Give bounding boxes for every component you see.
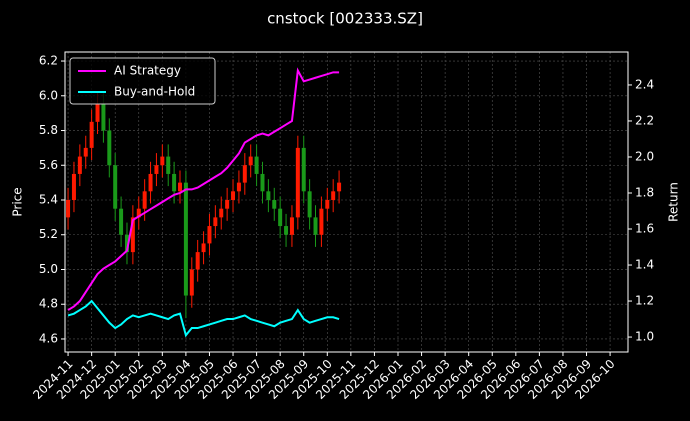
- candle-body: [260, 173, 265, 192]
- y-tick-label: 5.2: [39, 227, 58, 241]
- candle-body: [313, 217, 318, 235]
- candle-body: [148, 173, 153, 192]
- candle-body: [71, 173, 76, 201]
- candle-body: [331, 191, 336, 201]
- candle-body: [77, 156, 82, 174]
- candle-body: [89, 121, 94, 148]
- candle-body: [337, 182, 342, 192]
- y-tick-label: 5.0: [39, 262, 58, 276]
- y-tick-label: 4.6: [39, 331, 58, 345]
- candle-body: [130, 217, 135, 253]
- candle-body: [236, 182, 241, 192]
- candle-body: [278, 208, 283, 227]
- y-tick-label: 6.2: [39, 54, 58, 68]
- y-axis-label: Price: [11, 187, 25, 216]
- candle-body: [101, 104, 106, 131]
- y2-tick-label: 1.8: [635, 185, 654, 199]
- y-tick-label: 4.8: [39, 297, 58, 311]
- y2-tick-label: 2.0: [635, 149, 654, 163]
- candle-body: [166, 156, 171, 174]
- candle-body: [207, 226, 212, 244]
- candle-body: [195, 252, 200, 270]
- candle-body: [213, 217, 218, 227]
- legend-box: [69, 57, 216, 105]
- candle-body: [107, 130, 112, 166]
- candle-body: [142, 191, 147, 209]
- legend-label: AI Strategy: [114, 64, 181, 78]
- y-tick-label: 5.8: [39, 123, 58, 137]
- candle-body: [160, 156, 165, 166]
- candle-body: [307, 191, 312, 218]
- plot-frame: [64, 51, 629, 353]
- candle-body: [124, 234, 129, 253]
- y2-tick-label: 2.2: [635, 113, 654, 127]
- candle-body: [183, 182, 188, 296]
- candle-body: [113, 165, 118, 209]
- candle-body: [189, 269, 194, 296]
- chart-title: cnstock [002333.SZ]: [267, 10, 423, 28]
- candle-body: [231, 191, 236, 201]
- candle-body: [136, 208, 141, 218]
- candle-body: [254, 156, 259, 174]
- legend-label: Buy-and-Hold: [114, 85, 195, 99]
- y-tick-label: 5.6: [39, 158, 58, 172]
- candle-body: [248, 156, 253, 166]
- candle-body: [272, 200, 277, 209]
- candle-body: [83, 147, 88, 157]
- line-series: [67, 299, 340, 338]
- y2-tick-label: 1.4: [635, 258, 654, 272]
- candle-body: [295, 147, 300, 218]
- candle-body: [201, 243, 206, 253]
- y-tick-label: 5.4: [39, 193, 58, 207]
- y2-tick-label: 1.2: [635, 294, 654, 308]
- line-series: [67, 67, 340, 311]
- candle-body: [319, 208, 324, 235]
- y2-tick-label: 2.4: [635, 77, 654, 91]
- candle-body: [266, 191, 271, 201]
- candle-body: [119, 208, 124, 235]
- candle-body: [178, 182, 183, 192]
- candle-body: [289, 217, 294, 235]
- candle-body: [219, 208, 224, 218]
- y2-tick-label: 1.6: [635, 222, 654, 236]
- candle-body: [95, 104, 100, 122]
- y2-axis-label: Return: [667, 182, 681, 222]
- candle-body: [242, 165, 247, 183]
- candle-body: [172, 173, 177, 192]
- candle-body: [66, 200, 71, 218]
- candle-body: [154, 165, 159, 174]
- candle-body: [225, 200, 230, 209]
- y-tick-label: 6.0: [39, 88, 58, 102]
- candle-body: [301, 147, 306, 192]
- candle-body: [325, 200, 330, 209]
- candle-body: [284, 226, 289, 235]
- y2-tick-label: 1.0: [635, 330, 654, 344]
